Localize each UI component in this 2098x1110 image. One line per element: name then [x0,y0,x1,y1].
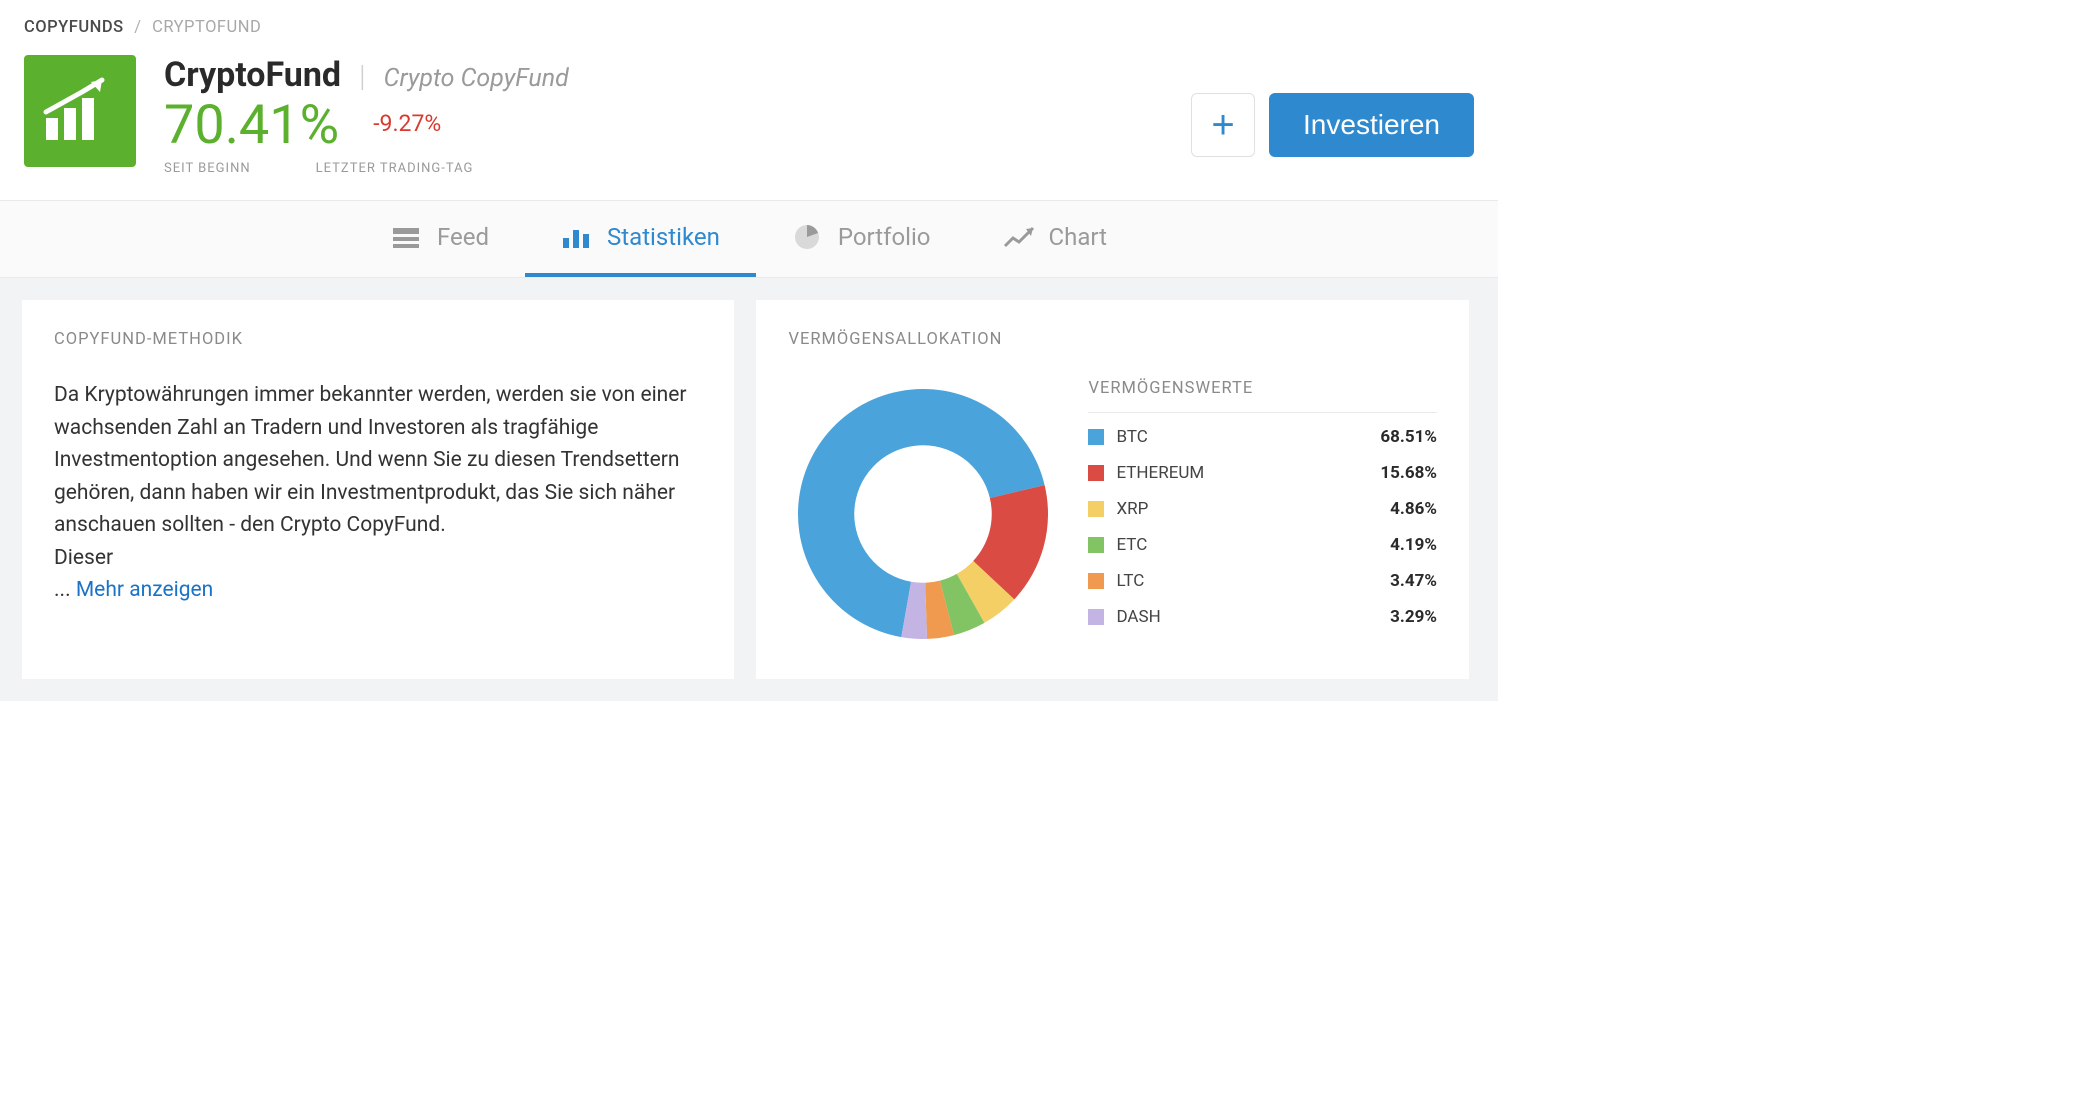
return-day-value: -9.27% [373,110,441,137]
legend-item-ethereum[interactable]: ETHEREUM15.68% [1088,455,1436,491]
methodology-title: COPYFUND-METHODIK [54,330,702,349]
legend-pct: 4.86% [1390,499,1437,519]
tab-label: Chart [1049,223,1107,251]
legend-item-xrp[interactable]: XRP4.86% [1088,491,1436,527]
plus-icon: + [1211,103,1234,148]
fund-title: CryptoFund [164,55,341,95]
legend-name: LTC [1116,571,1390,591]
title-divider: | [359,59,366,94]
portfolio-icon [792,224,824,250]
allocation-legend: VERMÖGENSWERTE BTC68.51%ETHEREUM15.68%XR… [1088,379,1436,635]
legend-swatch [1088,609,1104,625]
legend-pct: 3.29% [1390,607,1437,627]
methodology-card: COPYFUND-METHODIK Da Kryptowährungen imm… [22,300,734,679]
allocation-donut-chart [788,379,1058,649]
methodology-body-text: Da Kryptowährungen immer bekannter werde… [54,383,687,537]
legend-swatch [1088,429,1104,445]
add-to-watchlist-button[interactable]: + [1191,93,1255,157]
methodology-body: Da Kryptowährungen immer bekannter werde… [54,379,702,574]
allocation-card: VERMÖGENSALLOKATION VERMÖGENSWERTE BTC68… [756,300,1468,679]
allocation-title: VERMÖGENSALLOKATION [788,330,1436,349]
chart-icon [1003,224,1035,250]
legend-name: BTC [1116,427,1380,447]
stats-icon [561,224,593,250]
tab-label: Statistiken [607,223,720,251]
page-root: COPYFUNDS / CRYPTOFUND CryptoFund | Cryp… [0,0,1498,701]
fund-subtitle: Crypto CopyFund [384,64,569,93]
legend-item-ltc[interactable]: LTC3.47% [1088,563,1436,599]
methodology-body-tail: Dieser [54,546,113,570]
legend-swatch [1088,573,1104,589]
tabs-bar: Feed Statistiken Portfolio Chart [0,200,1498,278]
legend-swatch [1088,465,1104,481]
chart-growth-icon [40,76,120,146]
breadcrumb-leaf: CRYPTOFUND [152,18,261,37]
header-actions: + Investieren [1191,93,1474,157]
invest-button[interactable]: Investieren [1269,93,1474,157]
legend-name: DASH [1116,607,1390,627]
tab-label: Portfolio [838,223,931,251]
tab-stats[interactable]: Statistiken [525,201,756,277]
tab-feed[interactable]: Feed [355,201,525,277]
legend-item-etc[interactable]: ETC4.19% [1088,527,1436,563]
fund-header-main: CryptoFund | Crypto CopyFund 70.41% -9.2… [164,55,1163,176]
legend-item-dash[interactable]: DASH3.29% [1088,599,1436,635]
return-day-label: LETZTER TRADING-TAG [316,161,474,176]
legend-pct: 68.51% [1380,427,1437,447]
breadcrumb-separator: / [134,18,141,37]
tab-label: Feed [437,223,489,251]
return-total-label: SEIT BEGINN [164,161,251,176]
legend-title: VERMÖGENSWERTE [1088,379,1436,413]
legend-pct: 4.19% [1390,535,1437,555]
return-total-value: 70.41% [164,99,339,153]
breadcrumb-root[interactable]: COPYFUNDS [24,18,124,37]
tab-portfolio[interactable]: Portfolio [756,201,967,277]
legend-pct: 3.47% [1390,571,1437,591]
fund-header: CryptoFund | Crypto CopyFund 70.41% -9.2… [0,47,1498,200]
ellipsis: ... [54,578,71,602]
legend-swatch [1088,501,1104,517]
show-more-link[interactable]: Mehr anzeigen [76,578,213,602]
legend-name: XRP [1116,499,1390,519]
tab-chart[interactable]: Chart [967,201,1143,277]
breadcrumb: COPYFUNDS / CRYPTOFUND [0,0,1498,47]
legend-item-btc[interactable]: BTC68.51% [1088,419,1436,455]
legend-swatch [1088,537,1104,553]
legend-pct: 15.68% [1380,463,1437,483]
legend-name: ETC [1116,535,1390,555]
legend-name: ETHEREUM [1116,463,1380,483]
feed-icon [391,224,423,250]
fund-icon [24,55,136,167]
show-more-row: ... Mehr anzeigen [54,578,702,602]
content-area: COPYFUND-METHODIK Da Kryptowährungen imm… [0,278,1498,701]
